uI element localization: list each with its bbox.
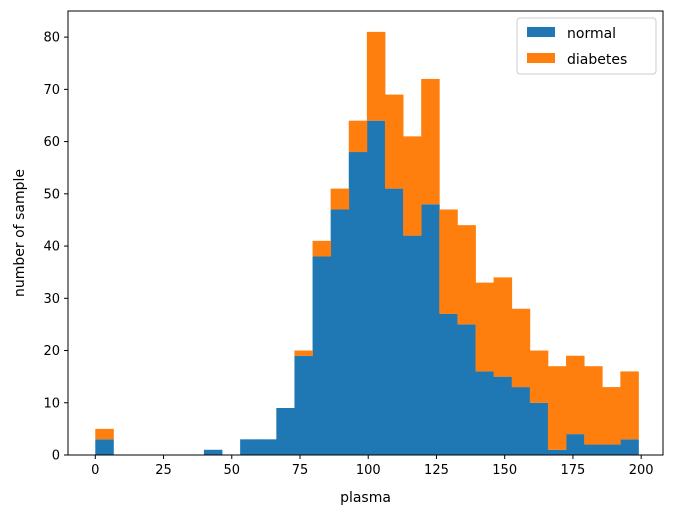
y-tick-label: 80 (43, 31, 60, 46)
bar-normal-0 (95, 439, 114, 455)
bar-diabetes-26 (566, 355, 585, 435)
x-tick-label: 175 (561, 463, 586, 478)
y-tick-label: 40 (43, 240, 60, 255)
legend-swatch-diabetes (527, 53, 555, 63)
x-tick-label: 50 (223, 463, 240, 478)
x-axis-label: plasma (340, 490, 391, 506)
axes-frame (67, 10, 664, 456)
bar-diabetes-25 (547, 366, 567, 450)
bar-diabetes-16 (384, 94, 404, 189)
bar-normal-26 (566, 434, 585, 455)
bar-diabetes-27 (584, 366, 603, 445)
y-tick-label: 0 (52, 449, 60, 464)
bar-normal-17 (403, 235, 422, 455)
bar-normal-27 (584, 444, 603, 455)
bar-diabetes-19 (439, 209, 458, 314)
bar-normal-6 (203, 449, 223, 455)
y-tick-label: 60 (43, 135, 60, 150)
bar-normal-16 (384, 188, 404, 455)
bar-diabetes-29 (620, 371, 639, 440)
bar-normal-23 (511, 387, 531, 455)
bar-diabetes-0 (95, 428, 114, 440)
y-tick-label: 10 (43, 396, 60, 411)
bar-normal-19 (439, 313, 458, 455)
x-tick-label: 75 (292, 463, 309, 478)
bar-normal-28 (602, 444, 621, 455)
bar-diabetes-23 (511, 308, 531, 388)
x-tick-label: 100 (356, 463, 381, 478)
bar-normal-29 (620, 439, 639, 455)
bar-diabetes-24 (529, 350, 549, 403)
x-tick-label: 150 (492, 463, 517, 478)
bar-normal-8 (240, 439, 259, 455)
y-tick-label: 50 (43, 187, 60, 202)
bar-normal-12 (312, 256, 332, 455)
x-tick-label: 25 (155, 463, 172, 478)
bar-normal-15 (366, 120, 386, 455)
bar-normal-9 (258, 439, 277, 455)
bar-diabetes-13 (330, 188, 350, 210)
bar-diabetes-14 (348, 120, 368, 153)
legend-swatch-normal (527, 27, 555, 37)
x-tick-label: 125 (424, 463, 449, 478)
bar-normal-24 (529, 402, 549, 455)
bar-normal-14 (348, 152, 368, 456)
bar-normal-18 (421, 204, 440, 455)
bar-diabetes-20 (457, 225, 476, 325)
bar-normal-25 (547, 449, 567, 455)
bar-diabetes-28 (602, 387, 621, 445)
x-tick-label: 200 (629, 463, 654, 478)
bar-diabetes-22 (493, 277, 513, 377)
y-tick-label: 20 (43, 344, 60, 359)
legend-label-diabetes: diabetes (567, 52, 627, 68)
y-tick-label: 70 (43, 83, 60, 98)
bar-normal-22 (493, 376, 513, 455)
y-axis-ticks: 0 10 20 30 40 50 60 70 80 (43, 31, 68, 464)
x-axis-ticks: 0 25 50 75 100 125 150 175 200 (91, 455, 654, 478)
legend: normal diabetes (516, 17, 657, 75)
bar-diabetes-12 (312, 240, 332, 257)
bar-normal-20 (457, 324, 476, 455)
bar-normal-10 (276, 407, 295, 455)
y-tick-label: 30 (43, 292, 60, 307)
x-tick-label: 0 (91, 463, 99, 478)
bar-diabetes-18 (421, 78, 440, 205)
histogram-bars (95, 31, 639, 456)
bar-diabetes-17 (403, 136, 422, 236)
y-axis-label: number of sample (12, 169, 28, 297)
bar-diabetes-11 (294, 350, 313, 356)
bar-diabetes-21 (475, 282, 494, 372)
bar-normal-13 (330, 209, 350, 455)
legend-label-normal: normal (567, 26, 616, 42)
bar-normal-11 (294, 355, 313, 455)
bar-normal-21 (475, 371, 494, 455)
bar-diabetes-15 (366, 31, 386, 121)
